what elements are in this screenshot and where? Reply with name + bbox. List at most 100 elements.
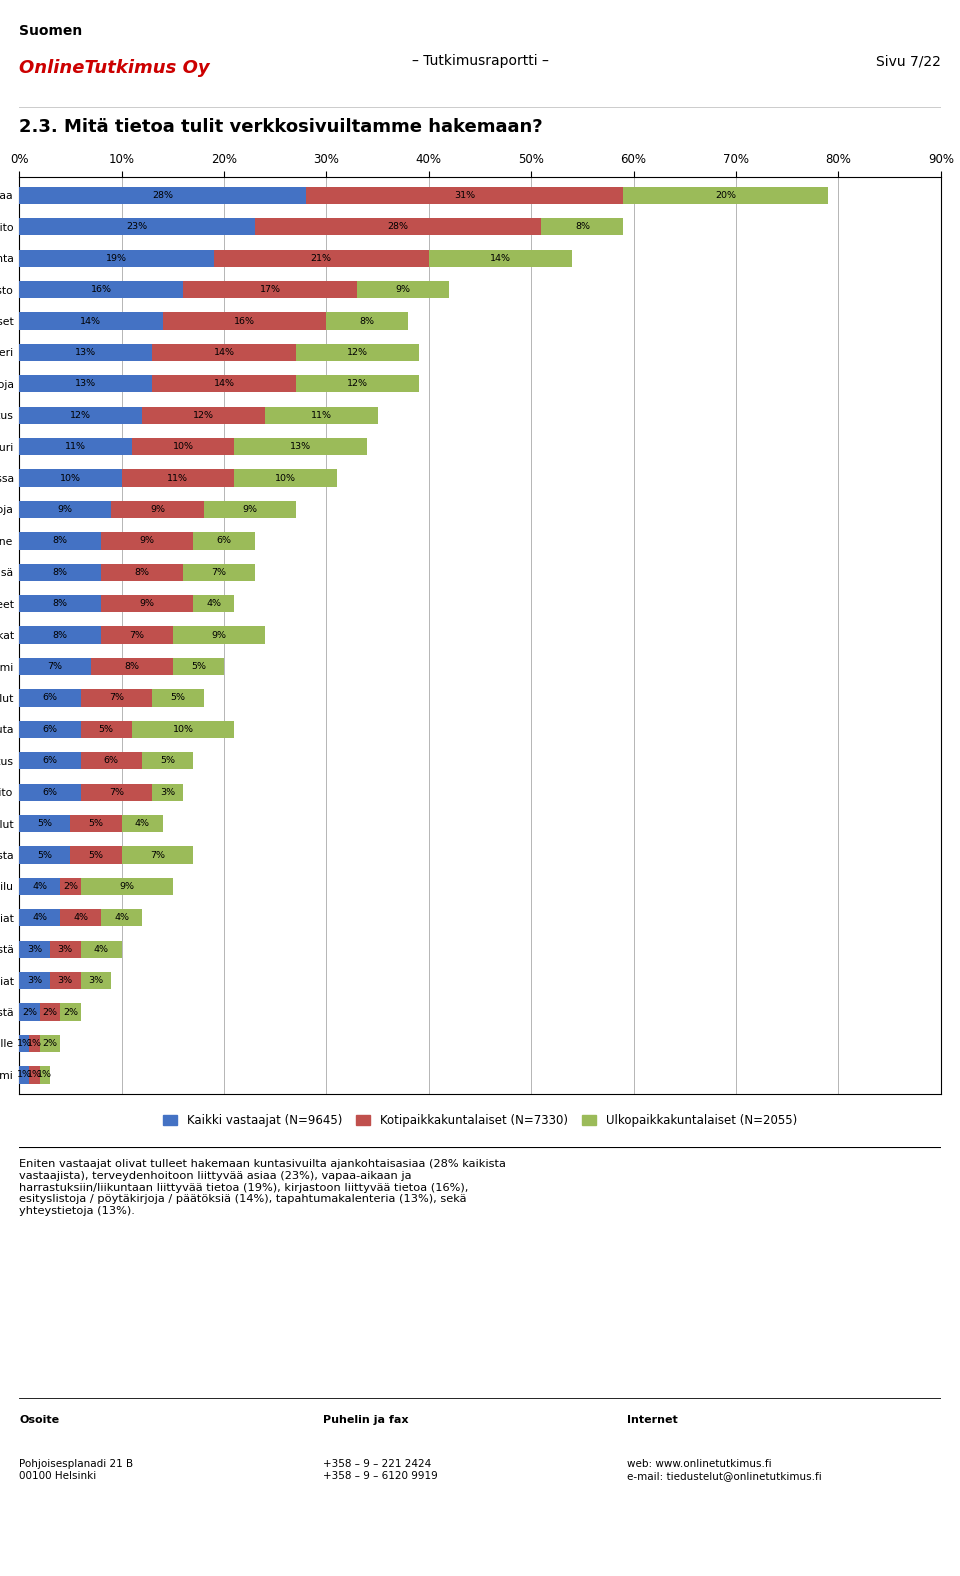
- Text: 16%: 16%: [234, 317, 255, 326]
- Bar: [101, 627, 173, 643]
- Bar: [153, 344, 296, 361]
- Bar: [19, 752, 81, 769]
- Bar: [173, 657, 224, 675]
- Text: – Tutkimusraportti –: – Tutkimusraportti –: [412, 55, 548, 68]
- Text: 8%: 8%: [575, 222, 589, 232]
- Text: Osoite: Osoite: [19, 1415, 60, 1425]
- Text: 11%: 11%: [65, 443, 86, 451]
- Text: 8%: 8%: [134, 567, 150, 577]
- Text: 7%: 7%: [109, 693, 124, 703]
- Text: 8%: 8%: [125, 662, 139, 671]
- Bar: [306, 186, 623, 203]
- Text: 7%: 7%: [211, 567, 227, 577]
- Text: 3%: 3%: [27, 976, 42, 985]
- Bar: [70, 846, 122, 864]
- Bar: [541, 217, 623, 235]
- Text: 4%: 4%: [33, 883, 47, 890]
- Bar: [19, 1035, 30, 1053]
- Bar: [296, 375, 419, 392]
- Legend: Kaikki vastaajat (N=9645), Kotipaikkakuntalaiset (N=7330), Ulkopaikkakuntalaiset: Kaikki vastaajat (N=9645), Kotipaikkakun…: [158, 1110, 802, 1132]
- Text: 23%: 23%: [127, 222, 148, 232]
- Bar: [19, 627, 101, 643]
- Text: 14%: 14%: [81, 317, 102, 326]
- Bar: [101, 564, 183, 582]
- Bar: [19, 941, 50, 958]
- Bar: [183, 564, 254, 582]
- Text: 13%: 13%: [290, 443, 311, 451]
- Text: 2%: 2%: [63, 883, 78, 890]
- Bar: [19, 501, 111, 519]
- Bar: [173, 627, 265, 643]
- Bar: [81, 752, 142, 769]
- Text: 5%: 5%: [37, 820, 52, 827]
- Bar: [30, 1067, 39, 1084]
- Text: 1%: 1%: [17, 1039, 32, 1048]
- Text: 3%: 3%: [27, 944, 42, 953]
- Text: 21%: 21%: [311, 254, 332, 263]
- Bar: [214, 249, 429, 266]
- Text: Puhelin ja fax: Puhelin ja fax: [324, 1415, 409, 1425]
- Bar: [81, 941, 122, 958]
- Text: 6%: 6%: [42, 788, 58, 797]
- Text: 5%: 5%: [99, 725, 113, 734]
- Bar: [183, 281, 357, 298]
- Text: 6%: 6%: [42, 725, 58, 734]
- Text: 4%: 4%: [206, 599, 221, 608]
- Text: 12%: 12%: [347, 348, 368, 356]
- Text: 4%: 4%: [114, 914, 129, 922]
- Bar: [19, 249, 214, 266]
- Bar: [19, 689, 81, 706]
- Text: +358 – 9 – 221 2424
+358 – 9 – 6120 9919: +358 – 9 – 221 2424 +358 – 9 – 6120 9919: [324, 1459, 438, 1481]
- Bar: [19, 972, 50, 990]
- Bar: [132, 438, 234, 455]
- Text: 12%: 12%: [347, 380, 368, 388]
- Bar: [265, 407, 377, 424]
- Bar: [122, 470, 234, 487]
- Text: 5%: 5%: [88, 820, 104, 827]
- Text: 2%: 2%: [63, 1007, 78, 1017]
- Bar: [39, 1035, 60, 1053]
- Bar: [101, 533, 193, 550]
- Text: 2%: 2%: [42, 1039, 58, 1048]
- Bar: [19, 470, 122, 487]
- Bar: [19, 878, 60, 895]
- Text: 7%: 7%: [48, 662, 62, 671]
- Bar: [19, 1004, 39, 1021]
- Bar: [357, 281, 449, 298]
- Bar: [234, 470, 337, 487]
- Text: 3%: 3%: [88, 976, 104, 985]
- Text: 13%: 13%: [75, 348, 96, 356]
- Bar: [19, 720, 81, 738]
- Text: 28%: 28%: [388, 222, 409, 232]
- Bar: [153, 783, 183, 801]
- Bar: [50, 941, 81, 958]
- Bar: [296, 344, 419, 361]
- Text: 2%: 2%: [22, 1007, 36, 1017]
- Bar: [193, 596, 234, 613]
- Bar: [19, 909, 60, 927]
- Text: 8%: 8%: [53, 599, 67, 608]
- Text: 7%: 7%: [150, 851, 165, 859]
- Bar: [19, 407, 142, 424]
- Text: 28%: 28%: [152, 191, 173, 200]
- Bar: [81, 783, 153, 801]
- Text: 3%: 3%: [58, 976, 73, 985]
- Text: 9%: 9%: [140, 599, 155, 608]
- Text: 9%: 9%: [58, 504, 73, 514]
- Text: 1%: 1%: [37, 1070, 52, 1080]
- Bar: [132, 720, 234, 738]
- Bar: [19, 533, 101, 550]
- Bar: [142, 752, 193, 769]
- Text: 4%: 4%: [94, 944, 108, 953]
- Bar: [122, 846, 193, 864]
- Bar: [19, 438, 132, 455]
- Bar: [81, 720, 132, 738]
- Bar: [19, 375, 153, 392]
- Text: 6%: 6%: [42, 693, 58, 703]
- Text: 1%: 1%: [17, 1070, 32, 1080]
- Text: 4%: 4%: [73, 914, 88, 922]
- Bar: [30, 1035, 39, 1053]
- Text: 14%: 14%: [213, 380, 234, 388]
- Text: 14%: 14%: [490, 254, 511, 263]
- Text: 5%: 5%: [160, 756, 175, 766]
